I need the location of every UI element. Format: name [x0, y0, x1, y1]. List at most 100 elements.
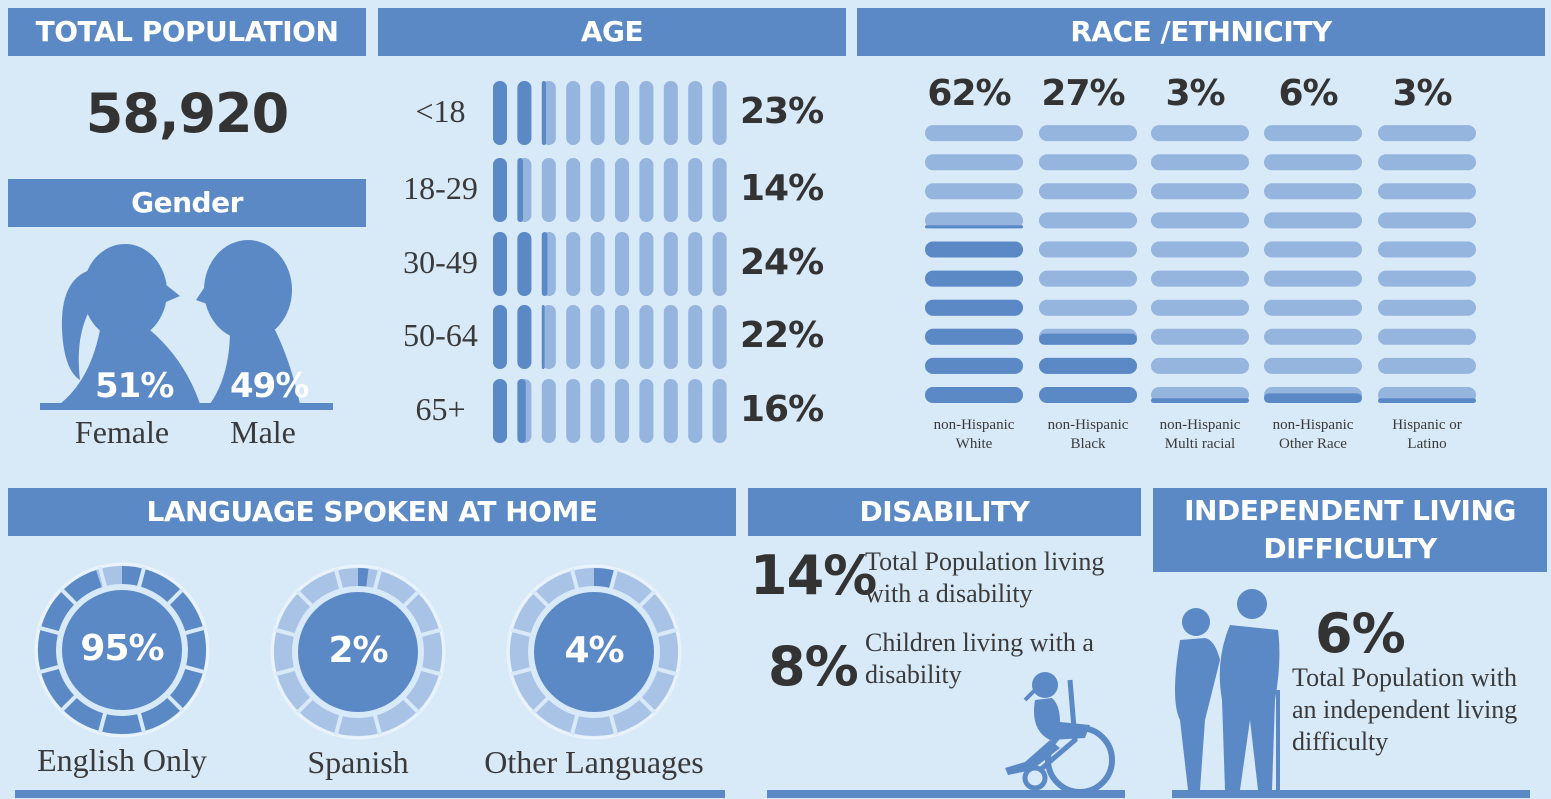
unit-pill	[1151, 125, 1249, 141]
unit-pill	[1039, 271, 1137, 287]
unit-pill	[542, 158, 556, 222]
unit-pill	[566, 305, 580, 369]
description: Children living with a disability	[865, 627, 1135, 691]
infographic: TOTAL POPULATION 58,920 Gender 51% 49% F…	[0, 0, 1551, 799]
divider	[15, 790, 725, 798]
category-label: Hispanic or Latino	[1371, 416, 1483, 454]
header: RACE /ETHNICITY	[857, 8, 1545, 56]
unit-pill	[1264, 183, 1362, 199]
unit-pill	[1264, 358, 1362, 374]
unit-pill	[664, 305, 678, 369]
unit-pill	[713, 81, 727, 145]
unit-pill	[615, 81, 629, 145]
ring-fill	[358, 577, 367, 578]
description: Total Population with an independent liv…	[1292, 662, 1547, 758]
unit-pill	[1151, 242, 1249, 258]
unit-pill	[688, 81, 702, 145]
unit-fill	[493, 379, 507, 443]
unit-pill	[1378, 358, 1476, 374]
unit-pill	[591, 158, 605, 222]
category-label: <18	[388, 93, 493, 130]
ring-fill	[594, 577, 613, 579]
category-label: 30-49	[388, 244, 493, 281]
value-label: 27%	[1018, 73, 1148, 114]
header: TOTAL POPULATION	[8, 8, 366, 56]
value-label: 6%	[1243, 73, 1373, 114]
unit-pill	[639, 305, 653, 369]
unit-pill	[615, 232, 629, 296]
unit-pill	[1378, 125, 1476, 141]
category-label: Male	[213, 414, 313, 451]
value-label: 14%	[750, 544, 876, 607]
elderly-icon	[1175, 589, 1280, 790]
category-label: non-Hispanic Black	[1032, 416, 1144, 454]
unit-pill	[664, 379, 678, 443]
value-label: 95%	[62, 628, 182, 669]
value-label: 62%	[904, 73, 1034, 114]
unit-fill	[925, 225, 1023, 228]
unit-fill	[1039, 334, 1137, 345]
value-label: 24%	[740, 242, 823, 283]
category-label: 50-64	[388, 317, 493, 354]
unit-pill	[925, 154, 1023, 170]
unit-fill	[1151, 398, 1249, 403]
unit-fill	[925, 242, 1023, 258]
unit-pill	[925, 183, 1023, 199]
header: LANGUAGE SPOKEN AT HOME	[8, 488, 736, 536]
unit-pill	[1264, 154, 1362, 170]
category-label: English Only	[0, 742, 247, 779]
unit-pill	[615, 158, 629, 222]
unit-pill	[664, 158, 678, 222]
unit-fill	[517, 81, 531, 145]
value-label: 4%	[534, 630, 654, 671]
divider	[1172, 790, 1530, 798]
unit-fill	[542, 305, 545, 369]
unit-pill	[688, 305, 702, 369]
unit-pill	[639, 81, 653, 145]
unit-pill	[1151, 154, 1249, 170]
unit-pill	[639, 158, 653, 222]
value-label: 3%	[1130, 73, 1260, 114]
value-label: 6%	[1315, 602, 1405, 665]
unit-fill	[925, 271, 1023, 287]
unit-fill	[542, 232, 548, 296]
unit-pill	[1264, 212, 1362, 228]
unit-pill	[1378, 329, 1476, 345]
unit-pill	[1264, 329, 1362, 345]
value-label: 51%	[95, 366, 173, 406]
unit-fill	[493, 81, 507, 145]
category-label: 65+	[388, 391, 493, 428]
unit-pill	[1039, 154, 1137, 170]
header: AGE	[378, 8, 846, 56]
unit-pill	[1039, 212, 1137, 228]
unit-pill	[639, 379, 653, 443]
value-label: 22%	[740, 315, 823, 356]
value-label: 14%	[740, 168, 823, 209]
unit-pill	[1378, 242, 1476, 258]
category-label: non-Hispanic White	[918, 416, 1030, 454]
unit-fill	[542, 81, 546, 145]
unit-pill	[1151, 358, 1249, 374]
unit-fill	[1264, 393, 1362, 403]
unit-pill	[1151, 329, 1249, 345]
value-label: 49%	[230, 366, 308, 406]
unit-fill	[925, 329, 1023, 345]
unit-pill	[1378, 300, 1476, 316]
unit-fill	[925, 300, 1023, 316]
unit-pill	[664, 81, 678, 145]
header: DISABILITY	[748, 488, 1141, 536]
unit-pill	[1264, 125, 1362, 141]
unit-pill	[664, 232, 678, 296]
value-label: 16%	[740, 389, 823, 430]
unit-fill	[493, 158, 507, 222]
unit-fill	[1039, 387, 1137, 403]
unit-pill	[566, 158, 580, 222]
unit-pill	[688, 232, 702, 296]
value-label: 3%	[1357, 73, 1487, 114]
unit-pill	[713, 305, 727, 369]
unit-fill	[493, 232, 507, 296]
unit-pill	[566, 81, 580, 145]
unit-pill	[1378, 154, 1476, 170]
unit-fill	[1378, 398, 1476, 403]
unit-pill	[1151, 300, 1249, 316]
